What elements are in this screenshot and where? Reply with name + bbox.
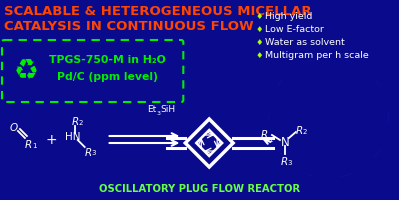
Circle shape (338, 118, 381, 162)
Text: 2: 2 (79, 120, 83, 126)
Text: OSCILLATORY PLUG FLOW REACTOR: OSCILLATORY PLUG FLOW REACTOR (99, 184, 300, 194)
Text: Water as solvent: Water as solvent (265, 38, 345, 47)
Circle shape (338, 74, 381, 118)
Text: 2: 2 (303, 129, 307, 135)
Circle shape (345, 96, 389, 140)
Circle shape (295, 60, 339, 104)
Text: ♦: ♦ (256, 51, 263, 60)
Circle shape (295, 132, 339, 176)
Text: Pd/C (ppm level): Pd/C (ppm level) (57, 72, 158, 82)
Text: R: R (296, 126, 303, 136)
Text: TPGS-750-M in H₂O: TPGS-750-M in H₂O (49, 55, 166, 65)
Circle shape (318, 60, 362, 104)
Text: 3: 3 (92, 150, 96, 156)
Text: Multigram per h scale: Multigram per h scale (265, 51, 369, 60)
Text: R: R (85, 148, 92, 158)
Text: R: R (281, 157, 288, 167)
Text: ♦: ♦ (256, 38, 263, 47)
Text: 1: 1 (268, 137, 273, 143)
Text: Et: Et (148, 105, 157, 114)
Text: R: R (25, 140, 32, 150)
Text: 3: 3 (288, 160, 292, 166)
Text: R: R (72, 117, 79, 127)
Text: O: O (10, 123, 18, 133)
Circle shape (269, 58, 389, 178)
Text: ♦: ♦ (256, 25, 263, 34)
Text: CATALYSIS IN CONTINUOUS FLOW: CATALYSIS IN CONTINUOUS FLOW (4, 20, 254, 33)
Text: HN: HN (65, 132, 80, 142)
Text: SCALABLE & HETEROGENEOUS MICELLAR: SCALABLE & HETEROGENEOUS MICELLAR (4, 5, 312, 18)
Text: Low E-factor: Low E-factor (265, 25, 324, 34)
Text: R: R (261, 130, 268, 140)
Text: N: N (281, 136, 290, 148)
Circle shape (318, 132, 362, 176)
Text: SiH: SiH (160, 105, 176, 114)
Text: 1: 1 (32, 143, 36, 149)
Text: High yield: High yield (265, 12, 312, 21)
Circle shape (276, 118, 320, 162)
Text: ♻: ♻ (14, 57, 38, 85)
Circle shape (269, 96, 313, 140)
Circle shape (276, 74, 320, 118)
Text: ♦: ♦ (256, 12, 263, 21)
Text: +: + (46, 133, 57, 147)
Text: 3: 3 (156, 111, 160, 116)
